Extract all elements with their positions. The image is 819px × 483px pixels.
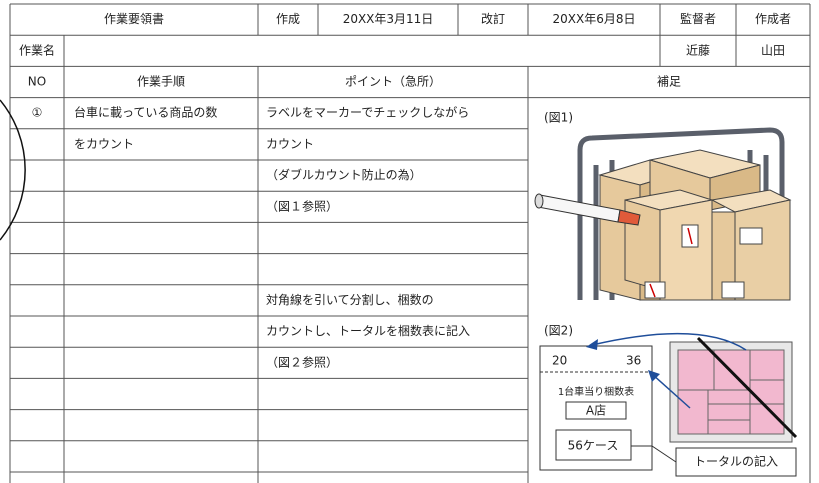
count-left: 20 xyxy=(552,354,567,368)
case-total: 56ケース xyxy=(568,439,619,453)
figure-label: (図2) xyxy=(544,324,573,338)
point-text: カウントし、トータルを梱数表に記入 xyxy=(266,323,470,338)
step-text: 台車に載っている商品の数 xyxy=(74,105,217,120)
column-header: ポイント（急所） xyxy=(345,74,441,89)
figure-label: (図1) xyxy=(544,111,573,125)
revised-date: 20XX年6月8日 xyxy=(553,12,636,26)
edge-circle xyxy=(0,99,26,241)
column-header: 補足 xyxy=(657,75,681,89)
point-text: （図２参照） xyxy=(266,354,338,369)
author-label: 作成者 xyxy=(755,12,791,26)
created-label: 作成 xyxy=(276,12,300,26)
store-name: A店 xyxy=(586,404,606,418)
point-text: ラベルをマーカーでチェックしながら xyxy=(266,105,469,120)
point-text: 対角線を引いて分割し、梱数の xyxy=(266,292,434,307)
author-name: 山田 xyxy=(761,43,785,57)
work-name-label: 作業名 xyxy=(19,42,55,57)
figure-2: (図2) 20 36 1台車当り梱数表 A店 56ケース トータルの記入 xyxy=(539,324,798,477)
supervisor-label: 監督者 xyxy=(680,11,716,26)
column-header: NO xyxy=(28,75,46,89)
figure-1: (図1) xyxy=(534,111,792,301)
step-number: ① xyxy=(32,106,43,120)
sheet-title: 1台車当り梱数表 xyxy=(558,385,634,398)
step-text: をカウント xyxy=(74,137,134,151)
marker xyxy=(534,193,641,226)
revised-label: 改訂 xyxy=(481,11,505,26)
table-grid xyxy=(9,3,811,483)
doc-title: 作業要領書 xyxy=(104,11,164,26)
point-text: （図１参照） xyxy=(266,198,338,213)
point-text: カウント xyxy=(266,137,314,151)
created-date: 20XX年3月11日 xyxy=(343,12,434,26)
count-right: 36 xyxy=(626,354,641,368)
column-header: 作業手順 xyxy=(137,75,185,89)
supervisor-name: 近藤 xyxy=(686,43,710,57)
point-text: （ダブルカウント防止の為） xyxy=(266,167,422,182)
callout: トータルの記入 xyxy=(694,454,778,469)
